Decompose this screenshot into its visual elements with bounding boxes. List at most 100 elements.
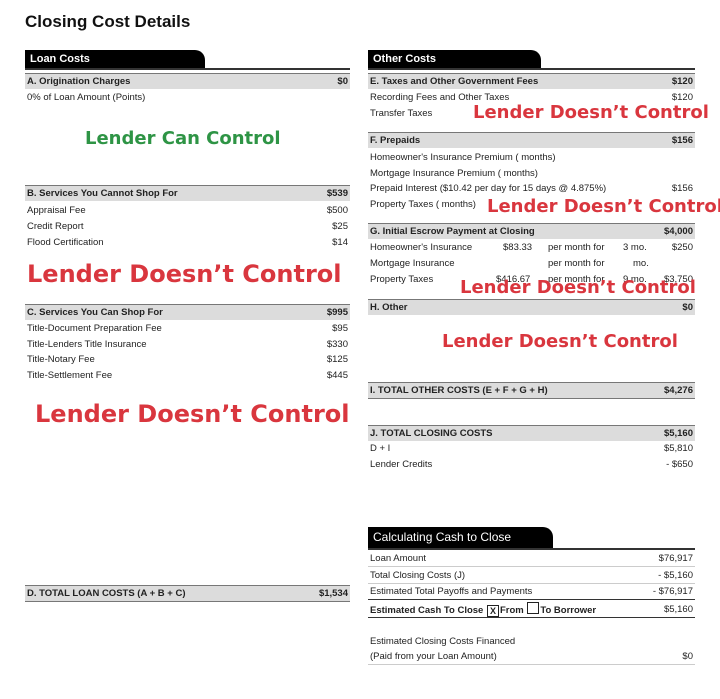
cash-item: Loan Amount $76,917 [368, 551, 695, 567]
escrow-item: Property Taxes $416.67 per month for 9 mo. $… [368, 272, 695, 287]
label: Title-Settlement Fee [27, 370, 113, 381]
label: E. Taxes and Other Government Fees [370, 76, 539, 87]
months: 9 mo. [623, 274, 647, 285]
label: Total Closing Costs (J) [370, 570, 466, 581]
annotation-lender-doesnt-control: Lender Doesn’t Control [460, 277, 696, 298]
label: Flood Certification [27, 237, 104, 248]
value: - $650 [666, 459, 693, 470]
value: $5,160 [663, 428, 693, 439]
line-item: 0% of Loan Amount (Points) [25, 90, 350, 105]
monthly: $416.67 [496, 274, 531, 285]
from-label: From [499, 605, 524, 616]
monthly: $83.33 [503, 242, 533, 253]
label: Credit Report [27, 221, 84, 232]
to-borrower-label: To Borrower [540, 605, 597, 616]
escrow-item: Homeowner's Insurance $83.33 per month for… [368, 240, 695, 255]
per: per month for [548, 274, 605, 285]
section-e-header: E. Taxes and Other Government Fees $120 [368, 73, 695, 89]
label: B. Services You Cannot Shop For [27, 188, 178, 199]
section-g-header: G. Initial Escrow Payment at Closing $4,0… [368, 223, 695, 239]
label: Estimated Total Payoffs and Payments [370, 586, 533, 597]
label: C. Services You Can Shop For [27, 307, 163, 318]
value: $330 [326, 339, 348, 350]
label: Title-Document Preparation Fee [27, 323, 162, 334]
label: Homeowner's Insurance Premium ( months) [370, 152, 556, 163]
label: G. Initial Escrow Payment at Closing [370, 226, 535, 237]
months: mo. [633, 258, 649, 269]
label: Lender Credits [370, 459, 433, 470]
value: $95 [332, 323, 348, 334]
cash-item: Estimated Total Payoffs and Payments - $7… [368, 584, 695, 600]
line-item: Prepaid Interest ($10.42 per day for 15 … [368, 181, 695, 196]
line-item: Title-Document Preparation Fee $95 [25, 321, 350, 336]
value: $0 [682, 651, 693, 662]
label: H. Other [370, 302, 408, 313]
section-d-total: D. TOTAL LOAN COSTS (A + B + C) $1,534 [25, 585, 350, 602]
value: $25 [332, 221, 348, 232]
label: Estimated Cash To Close [370, 605, 484, 616]
financed-line-1: Estimated Closing Costs Financed [368, 634, 695, 649]
from-checkbox[interactable]: X [486, 605, 499, 617]
value: $500 [326, 205, 348, 216]
value: $125 [326, 354, 348, 365]
value: $445 [326, 370, 348, 381]
line-item: Appraisal Fee $500 [25, 203, 350, 218]
label: A. Origination Charges [27, 76, 131, 87]
value: $76,917 [658, 553, 693, 564]
line-item: Recording Fees and Other Taxes $120 [368, 90, 695, 105]
page-title: Closing Cost Details [25, 12, 191, 31]
value: $250 [671, 242, 693, 253]
annotation-lender-can-control: Lender Can Control [85, 128, 281, 149]
value: $1,534 [318, 588, 348, 599]
line-item: Title-Notary Fee $125 [25, 352, 350, 367]
label: Prepaid Interest ($10.42 per day for 15 … [370, 183, 607, 194]
loan-costs-tab: Loan Costs [25, 50, 205, 68]
label: Transfer Taxes [370, 108, 433, 119]
divider [25, 68, 350, 70]
value: $4,276 [663, 385, 693, 396]
value: $0 [682, 302, 693, 313]
estimated-cash-to-close: Estimated Cash To Close X From To Borrowe… [368, 602, 695, 618]
label: J. TOTAL CLOSING COSTS [370, 428, 493, 439]
other-costs-tab: Other Costs [368, 50, 541, 68]
value: $120 [671, 76, 693, 87]
annotation-lender-doesnt-control: Lender Doesn’t Control [27, 260, 342, 288]
line-item: Credit Report $25 [25, 219, 350, 234]
section-i-total: I. TOTAL OTHER COSTS (E + F + G + H) $4,2… [368, 382, 695, 399]
label: I. TOTAL OTHER COSTS (E + F + G + H) [370, 385, 548, 396]
value: $995 [326, 307, 348, 318]
section-b-header: B. Services You Cannot Shop For $539 [25, 185, 350, 201]
line-item: Title-Settlement Fee $445 [25, 368, 350, 383]
annotation-lender-doesnt-control: Lender Doesn’t Control [473, 102, 709, 123]
value: $156 [671, 183, 693, 194]
value: $120 [671, 92, 693, 103]
label: D. TOTAL LOAN COSTS (A + B + C) [27, 588, 186, 599]
label: Appraisal Fee [27, 205, 86, 216]
section-c-header: C. Services You Can Shop For $995 [25, 304, 350, 320]
value: $14 [332, 237, 348, 248]
label: F. Prepaids [370, 135, 421, 146]
section-f-header: F. Prepaids $156 [368, 132, 695, 148]
to-borrower-checkbox[interactable] [527, 602, 540, 614]
line-item: Transfer Taxes [368, 106, 695, 121]
value: $0 [337, 76, 348, 87]
label: Title-Lenders Title Insurance [27, 339, 147, 350]
label: Homeowner's Insurance [370, 242, 473, 253]
value: $4,000 [663, 226, 693, 237]
annotation-lender-doesnt-control: Lender Doesn’t Control [442, 331, 678, 352]
value: $3,750 [663, 274, 693, 285]
label: D + I [370, 443, 391, 454]
value: $5,810 [663, 443, 693, 454]
label: Property Taxes [370, 274, 434, 285]
label: Mortgage Insurance Premium ( months) [370, 168, 538, 179]
label: Property Taxes ( months) [370, 199, 476, 210]
months: 3 mo. [623, 242, 647, 253]
value: $5,160 [663, 604, 693, 615]
value: $539 [326, 188, 348, 199]
line-item: Lender Credits - $650 [368, 457, 695, 472]
annotation-lender-doesnt-control: Lender Doesn’t Control [487, 196, 720, 217]
per: per month for [548, 242, 605, 253]
divider [368, 548, 695, 550]
value: - $76,917 [652, 586, 693, 597]
